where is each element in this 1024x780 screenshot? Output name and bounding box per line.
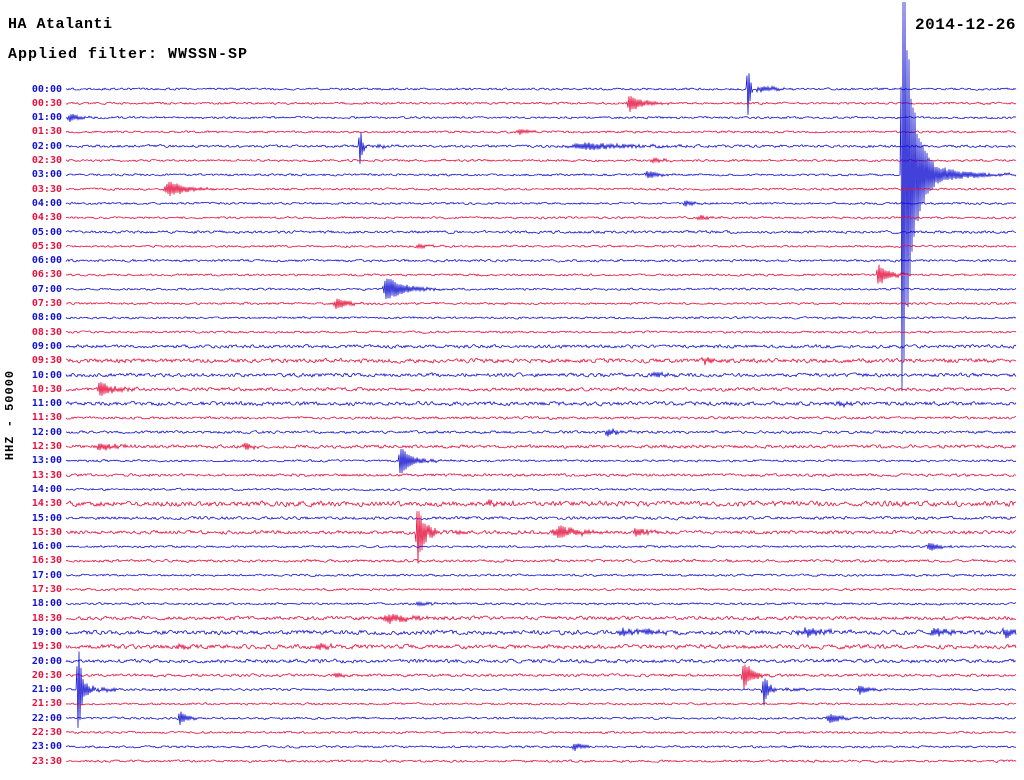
trace-09:00 xyxy=(65,343,1017,349)
trace-04:30 xyxy=(65,214,1017,221)
trace-11:00 xyxy=(65,400,1017,409)
trace-16:30 xyxy=(65,558,1017,563)
trace-21:00 xyxy=(65,651,1017,728)
trace-18:30 xyxy=(65,613,1017,625)
trace-14:00 xyxy=(65,487,1017,492)
trace-12:00 xyxy=(65,428,1017,437)
trace-00:00 xyxy=(65,73,1017,115)
trace-08:00 xyxy=(65,316,1017,320)
trace-01:30 xyxy=(65,128,1016,135)
trace-14:30 xyxy=(66,499,1017,508)
trace-08:30 xyxy=(65,330,1017,334)
trace-05:30 xyxy=(65,242,1017,250)
trace-11:30 xyxy=(65,415,1017,420)
trace-07:30 xyxy=(65,298,1017,309)
trace-12:30 xyxy=(65,442,1017,451)
trace-16:00 xyxy=(65,543,1017,551)
trace-02:00 xyxy=(65,132,1017,164)
trace-02:30 xyxy=(65,156,1017,164)
trace-10:00 xyxy=(65,371,1017,378)
trace-20:30 xyxy=(65,664,1017,689)
trace-22:30 xyxy=(65,730,1016,735)
trace-05:00 xyxy=(65,229,1017,235)
trace-22:00 xyxy=(65,711,1017,726)
trace-07:00 xyxy=(65,278,1017,299)
trace-20:00 xyxy=(65,658,1017,664)
trace-21:30 xyxy=(65,702,1017,706)
trace-10:30 xyxy=(65,382,1017,396)
trace-03:00 xyxy=(65,1,1017,392)
trace-03:30 xyxy=(65,181,1017,197)
trace-06:30 xyxy=(65,264,1017,284)
date-label: 2014-12-26 xyxy=(914,16,1016,34)
trace-15:30 xyxy=(66,511,1017,564)
filter-label: Applied filter: WWSSN-SP xyxy=(8,46,249,63)
trace-18:00 xyxy=(65,600,1017,607)
trace-13:00 xyxy=(65,448,1017,474)
trace-23:00 xyxy=(65,743,1017,752)
trace-04:00 xyxy=(65,200,1017,207)
trace-13:30 xyxy=(65,473,1017,478)
trace-06:00 xyxy=(65,258,1017,263)
station-title: HA Atalanti xyxy=(8,16,113,33)
channel-scale-label: HHZ - 50000 xyxy=(3,369,17,461)
trace-17:30 xyxy=(66,587,1017,592)
trace-01:00 xyxy=(65,113,1017,123)
trace-00:30 xyxy=(65,96,1017,113)
trace-19:30 xyxy=(65,642,1017,651)
trace-19:00 xyxy=(65,626,1017,639)
trace-15:00 xyxy=(65,515,1017,521)
trace-09:30 xyxy=(65,356,1016,366)
trace-23:30 xyxy=(65,759,1017,763)
trace-17:00 xyxy=(65,573,1017,577)
